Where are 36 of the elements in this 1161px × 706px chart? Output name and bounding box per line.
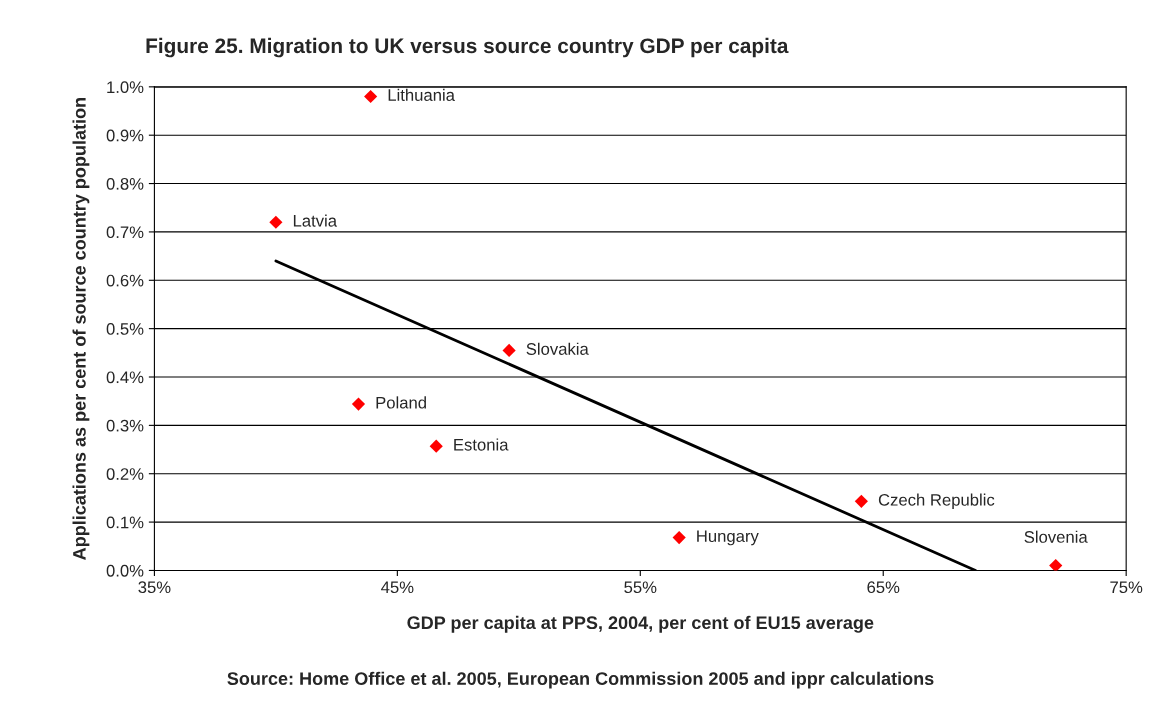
y-axis-title: Applications as per cent of source country population xyxy=(72,98,90,560)
point xyxy=(364,89,378,104)
annotation: Lithuania xyxy=(388,88,455,101)
annotation: Estonia xyxy=(454,438,509,451)
x-tick-label: 55% xyxy=(624,581,657,594)
annotation: Latvia xyxy=(293,214,338,227)
annotation: Slovenia xyxy=(1024,530,1088,543)
point xyxy=(429,439,443,453)
x-axis-title: GDP per capita at PPS, 2004, per cent of EU15 average xyxy=(407,615,874,633)
x-tick-label: 75% xyxy=(1110,581,1143,594)
annotation: Hungary xyxy=(697,530,759,546)
annotation: Slovakia xyxy=(526,342,589,355)
y-tick-label: 0.5% xyxy=(106,323,144,335)
x-tick-label: 45% xyxy=(381,581,414,594)
point xyxy=(854,494,868,508)
y-tick-label: 0.4% xyxy=(106,371,144,384)
y-tick-label: 0.7% xyxy=(106,226,144,239)
source-note: Source: Home Office et al. 2005, European Commission 2005 and ippr calculations xyxy=(227,671,934,689)
y-tick-label: 0.0% xyxy=(106,564,144,577)
annotation: Czech Republic xyxy=(878,493,995,510)
point xyxy=(269,215,283,229)
point xyxy=(672,530,686,545)
x-tick-label: 65% xyxy=(867,581,900,594)
y-tick-label: 1.0% xyxy=(107,81,144,94)
point xyxy=(502,343,516,357)
point xyxy=(351,397,366,411)
chart-title: Figure 25. Migration to UK versus source country GDP per capita xyxy=(146,37,789,58)
y-tick-label: 0.9% xyxy=(106,129,144,142)
y-tick-label: 0.1% xyxy=(106,516,144,529)
point xyxy=(1049,559,1063,571)
x-tick-label: 35% xyxy=(138,581,171,594)
y-tick-label: 0.3% xyxy=(106,419,144,432)
annotation: Poland xyxy=(376,396,426,409)
y-tick-label: 0.8% xyxy=(106,177,144,190)
y-tick-label: 0.6% xyxy=(106,274,144,287)
y-tick-label: 0.2% xyxy=(106,468,144,480)
